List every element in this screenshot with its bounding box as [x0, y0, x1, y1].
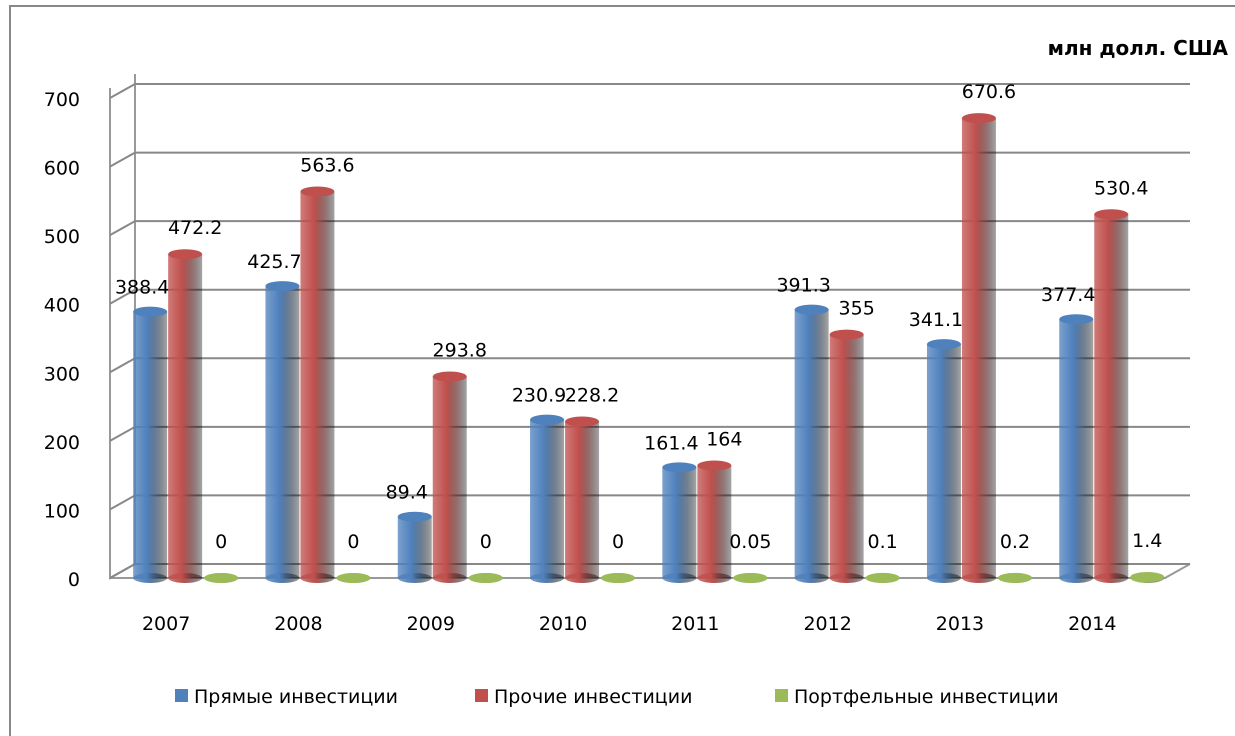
unit-label: млн долл. США — [1048, 36, 1229, 60]
bar-top — [997, 572, 1032, 583]
bar-top — [961, 113, 996, 124]
data-label: 377.4 — [1041, 284, 1095, 306]
bar-top — [1130, 572, 1165, 583]
data-label: 425.7 — [247, 251, 301, 273]
bar — [1059, 319, 1094, 578]
data-label: 355 — [839, 298, 875, 320]
bar-top — [794, 304, 829, 315]
bar-top — [168, 249, 203, 260]
bar-top — [133, 306, 168, 317]
x-tick-label: 2008 — [274, 613, 322, 635]
x-tick-label: 2012 — [803, 613, 851, 635]
data-label: 0.1 — [868, 531, 898, 553]
bar — [697, 465, 732, 578]
grid-line — [109, 151, 1190, 168]
data-label: 670.6 — [962, 81, 1016, 103]
bar — [265, 286, 300, 578]
legend-swatch — [475, 689, 488, 702]
bar-top — [865, 572, 900, 583]
bar — [168, 254, 203, 578]
y-tick-label: 100 — [44, 500, 80, 522]
data-label: 0.2 — [1000, 531, 1030, 553]
bar — [300, 191, 335, 578]
data-label: 0.05 — [729, 531, 771, 553]
y-tick-label: 600 — [44, 158, 80, 180]
data-label: 472.2 — [168, 217, 222, 239]
bar-top — [565, 416, 600, 427]
y-tick-label: 700 — [44, 89, 80, 111]
data-label: 164 — [706, 429, 742, 451]
bar-top — [662, 462, 697, 473]
data-label: 388.4 — [115, 277, 169, 299]
y-tick-label: 500 — [44, 226, 80, 248]
bar — [829, 334, 864, 578]
bar — [432, 376, 467, 578]
bar — [662, 467, 697, 578]
bar-top — [530, 414, 565, 425]
legend-swatch — [775, 689, 788, 702]
bar-top — [300, 186, 335, 197]
data-label: 293.8 — [433, 340, 487, 362]
y-tick-label: 200 — [44, 432, 80, 454]
data-label: 391.3 — [776, 275, 830, 297]
bar-top — [432, 371, 467, 382]
bar-top — [265, 281, 300, 292]
data-label: 230.9 — [512, 385, 566, 407]
y-tick-label: 400 — [44, 295, 80, 317]
x-tick-label: 2009 — [407, 613, 455, 635]
bar-top — [468, 573, 503, 583]
bar — [530, 419, 565, 578]
bar-top — [336, 573, 371, 583]
bar-top — [733, 572, 768, 583]
bar — [1094, 214, 1129, 578]
bar — [961, 118, 996, 578]
data-label: 0 — [480, 531, 492, 553]
x-tick-label: 2014 — [1068, 613, 1116, 635]
bar — [397, 516, 432, 578]
x-tick-label: 2011 — [671, 613, 719, 635]
bar — [565, 421, 600, 578]
x-tick-label: 2007 — [142, 613, 190, 635]
bar — [926, 344, 961, 578]
bar — [133, 311, 168, 578]
y-tick-label: 300 — [44, 363, 80, 385]
bar-top — [1094, 209, 1129, 220]
bar-top — [926, 339, 961, 350]
data-label: 1.4 — [1132, 530, 1162, 552]
data-label: 228.2 — [565, 385, 619, 407]
bar-top — [601, 573, 636, 583]
grid-line — [109, 288, 1190, 305]
data-label: 341.1 — [909, 309, 963, 331]
bar — [794, 309, 829, 578]
bar-top — [697, 460, 732, 471]
grid-line — [109, 83, 1190, 99]
legend-swatch — [175, 689, 188, 702]
bar-top — [1059, 314, 1094, 325]
data-label: 0 — [347, 531, 359, 553]
data-label: 0 — [215, 531, 227, 553]
x-tick-label: 2013 — [936, 613, 984, 635]
grid-line — [109, 220, 1190, 237]
legend-label: Портфельные инвестиции — [794, 686, 1059, 708]
legend-label: Прямые инвестиции — [194, 686, 398, 708]
data-label: 563.6 — [300, 155, 354, 177]
data-label: 0 — [612, 531, 624, 553]
data-label: 530.4 — [1094, 177, 1148, 199]
bar-top — [204, 573, 239, 583]
legend-label: Прочие инвестиции — [494, 686, 692, 708]
data-label: 89.4 — [386, 482, 428, 504]
bar-top — [829, 329, 864, 340]
data-label: 161.4 — [644, 432, 698, 454]
y-tick-label: 0 — [68, 569, 80, 591]
chart-frame — [9, 5, 1235, 736]
bar-top — [397, 511, 432, 522]
x-tick-label: 2010 — [539, 613, 587, 635]
